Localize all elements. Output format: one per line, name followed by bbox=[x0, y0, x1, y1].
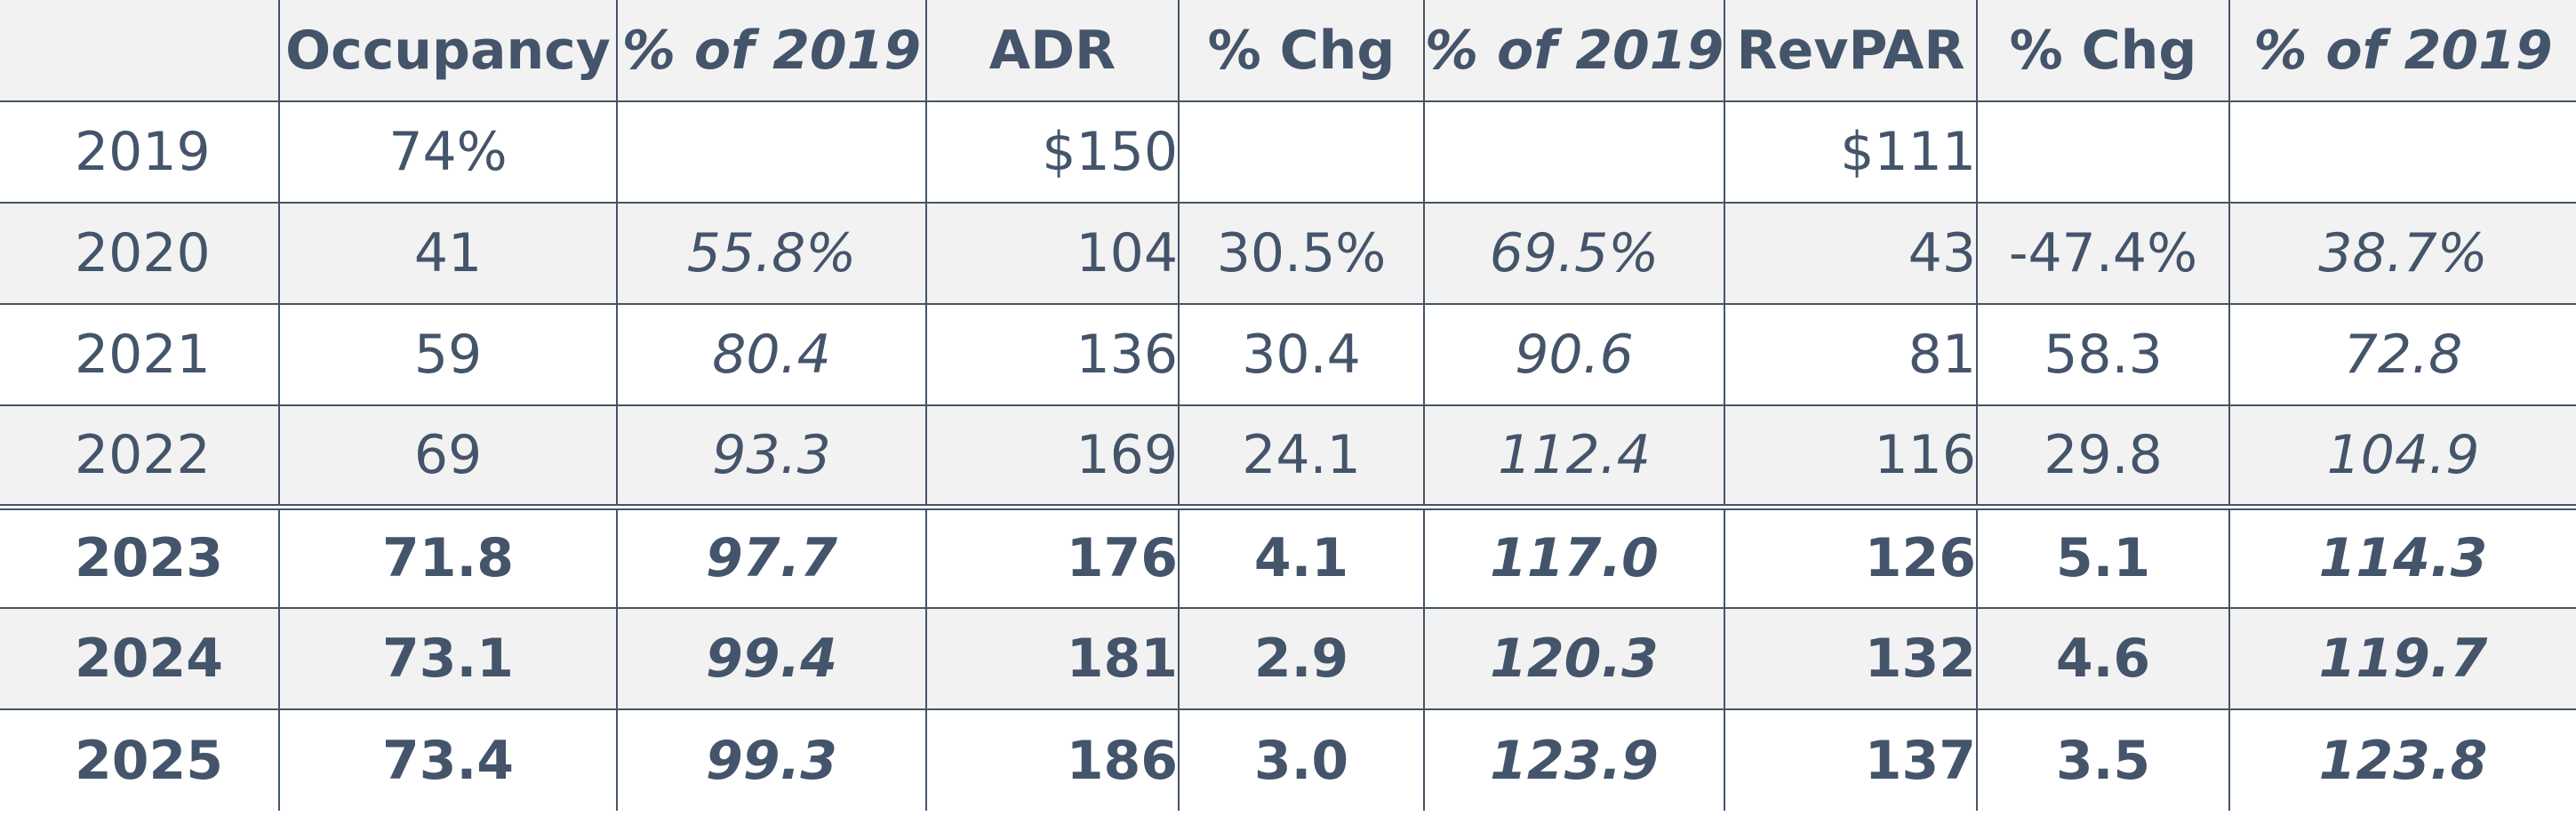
adr-cell: 169 bbox=[926, 405, 1180, 508]
adr-cell: 181 bbox=[926, 608, 1180, 710]
year-cell: 2020 bbox=[0, 203, 280, 305]
adr-pct-chg-cell: 2.9 bbox=[1179, 608, 1425, 710]
adr-cell: 104 bbox=[926, 203, 1180, 305]
header-adr: ADR bbox=[926, 0, 1180, 102]
adr-cell: 176 bbox=[926, 503, 1180, 609]
table-row-2024: 2024 73.1 99.4 181 2.9 120.3 132 4.6 119… bbox=[0, 608, 2576, 710]
adr-cell: 136 bbox=[926, 304, 1180, 406]
occupancy-pct-of-2019-cell: 99.4 bbox=[617, 608, 927, 710]
table-row-2019: 2019 74% $150 $111 bbox=[0, 101, 2576, 204]
occupancy-pct-of-2019-cell: 97.7 bbox=[617, 503, 927, 609]
revpar-pct-of-2019-cell: 72.8 bbox=[2229, 304, 2576, 406]
occupancy-cell: 73.4 bbox=[279, 709, 618, 811]
revpar-pct-of-2019-cell: 114.3 bbox=[2229, 503, 2576, 609]
adr-pct-of-2019-cell bbox=[1424, 101, 1725, 204]
adr-cell: 186 bbox=[926, 709, 1180, 811]
hotel-performance-table: Occupancy % of 2019 ADR % Chg % of 2019 … bbox=[0, 0, 2576, 811]
revpar-pct-chg-cell bbox=[1977, 101, 2230, 204]
adr-pct-chg-cell: 3.0 bbox=[1179, 709, 1425, 811]
adr-pct-chg-cell: 30.4 bbox=[1179, 304, 1425, 406]
table-row-2022: 2022 69 93.3 169 24.1 112.4 116 29.8 104… bbox=[0, 405, 2576, 508]
revpar-cell: 137 bbox=[1724, 709, 1978, 811]
revpar-cell: 126 bbox=[1724, 503, 1978, 609]
revpar-pct-of-2019-cell: 104.9 bbox=[2229, 405, 2576, 508]
occupancy-pct-of-2019-cell bbox=[617, 101, 927, 204]
revpar-pct-chg-cell: 5.1 bbox=[1977, 503, 2230, 609]
revpar-pct-of-2019-cell: 119.7 bbox=[2229, 608, 2576, 710]
table-row-2020: 2020 41 55.8% 104 30.5% 69.5% 43 -47.4% … bbox=[0, 203, 2576, 305]
year-cell: 2023 bbox=[0, 503, 280, 609]
occupancy-pct-of-2019-cell: 93.3 bbox=[617, 405, 927, 508]
occupancy-pct-of-2019-cell: 55.8% bbox=[617, 203, 927, 305]
occupancy-cell: 71.8 bbox=[279, 503, 618, 609]
occupancy-cell: 73.1 bbox=[279, 608, 618, 710]
adr-cell: $150 bbox=[926, 101, 1180, 204]
revpar-pct-of-2019-cell bbox=[2229, 101, 2576, 204]
header-revpar-pct-of-2019: % of 2019 bbox=[2229, 0, 2576, 102]
header-year bbox=[0, 0, 280, 102]
table-row-2025: 2025 73.4 99.3 186 3.0 123.9 137 3.5 123… bbox=[0, 709, 2576, 811]
revpar-pct-chg-cell: -47.4% bbox=[1977, 203, 2230, 305]
table-row-2021: 2021 59 80.4 136 30.4 90.6 81 58.3 72.8 bbox=[0, 304, 2576, 406]
adr-pct-chg-cell: 30.5% bbox=[1179, 203, 1425, 305]
occupancy-cell: 59 bbox=[279, 304, 618, 406]
header-revpar: RevPAR bbox=[1724, 0, 1978, 102]
header-row: Occupancy % of 2019 ADR % Chg % of 2019 … bbox=[0, 0, 2576, 102]
year-cell: 2022 bbox=[0, 405, 280, 508]
revpar-cell: 132 bbox=[1724, 608, 1978, 710]
adr-pct-of-2019-cell: 90.6 bbox=[1424, 304, 1725, 406]
adr-pct-chg-cell bbox=[1179, 101, 1425, 204]
revpar-pct-of-2019-cell: 38.7% bbox=[2229, 203, 2576, 305]
revpar-cell: 81 bbox=[1724, 304, 1978, 406]
occupancy-cell: 41 bbox=[279, 203, 618, 305]
revpar-pct-of-2019-cell: 123.8 bbox=[2318, 729, 2488, 792]
adr-pct-of-2019-cell: 123.9 bbox=[1424, 709, 1725, 811]
year-cell: 2024 bbox=[0, 608, 280, 710]
occupancy-pct-of-2019-cell: 80.4 bbox=[617, 304, 927, 406]
adr-pct-chg-cell: 24.1 bbox=[1179, 405, 1425, 508]
adr-pct-chg-cell: 4.1 bbox=[1179, 503, 1425, 609]
revpar-pct-chg-cell: 3.5 bbox=[1977, 709, 2230, 811]
adr-pct-of-2019-cell: 112.4 bbox=[1424, 405, 1725, 508]
adr-pct-of-2019-cell: 69.5% bbox=[1424, 203, 1725, 305]
adr-pct-of-2019-cell: 117.0 bbox=[1424, 503, 1725, 609]
occupancy-cell: 74% bbox=[279, 101, 618, 204]
revpar-cell: 43 bbox=[1724, 203, 1978, 305]
occupancy-cell: 69 bbox=[279, 405, 618, 508]
revpar-pct-chg-cell: 58.3 bbox=[1977, 304, 2230, 406]
revpar-cell: $111 bbox=[1724, 101, 1978, 204]
adr-pct-of-2019-cell: 120.3 bbox=[1424, 608, 1725, 710]
header-adr-pct-of-2019: % of 2019 bbox=[1424, 0, 1725, 102]
occupancy-pct-of-2019-cell: 99.3 bbox=[617, 709, 927, 811]
header-adr-pct-chg: % Chg bbox=[1179, 0, 1425, 102]
table-row-2023: 2023 71.8 97.7 176 4.1 117.0 126 5.1 114… bbox=[0, 503, 2576, 609]
header-revpar-pct-chg: % Chg bbox=[1977, 0, 2230, 102]
revpar-cell: 116 bbox=[1724, 405, 1978, 508]
revpar-pct-chg-cell: 29.8 bbox=[1977, 405, 2230, 508]
year-cell: 2025 bbox=[0, 709, 280, 811]
year-cell: 2019 bbox=[0, 101, 280, 204]
header-occupancy-pct-of-2019: % of 2019 bbox=[617, 0, 927, 102]
revpar-pct-chg-cell: 4.6 bbox=[1977, 608, 2230, 710]
year-cell: 2021 bbox=[0, 304, 280, 406]
header-occupancy: Occupancy bbox=[279, 0, 618, 102]
